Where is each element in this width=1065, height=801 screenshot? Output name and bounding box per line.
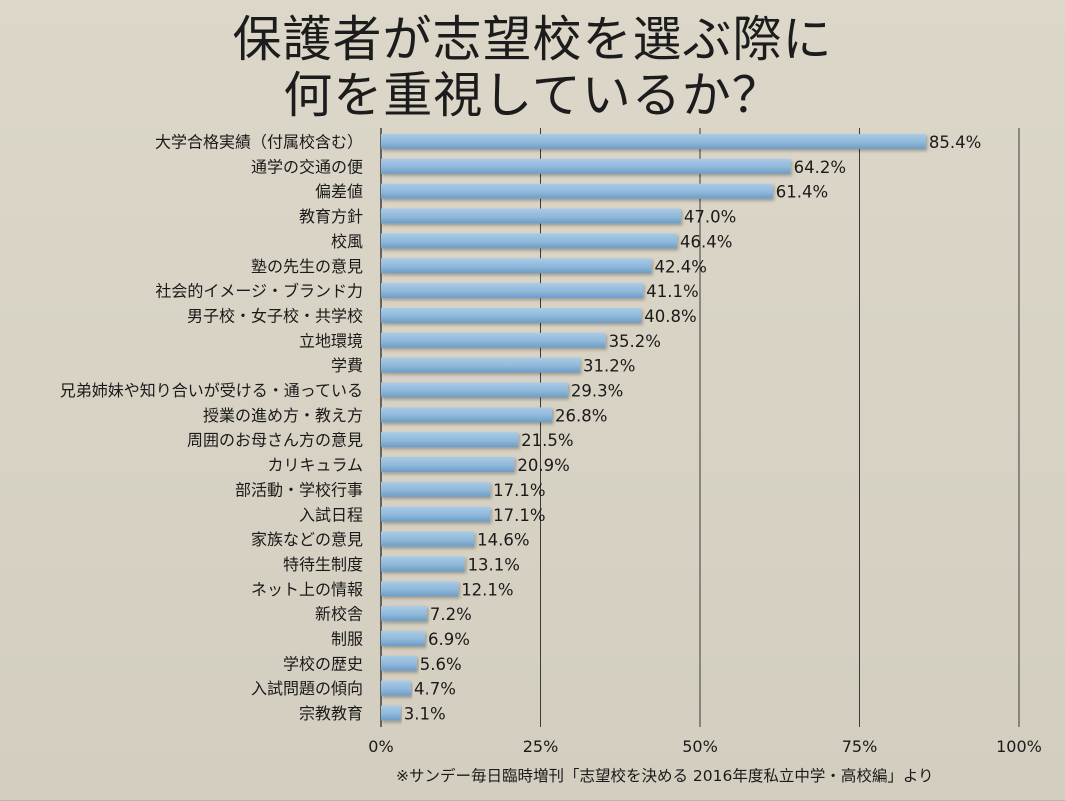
bar-20 bbox=[381, 606, 427, 622]
category-label-6: 塾の先生の意見 bbox=[251, 257, 363, 276]
bar-4 bbox=[381, 208, 681, 224]
category-label-14: カリキュラム bbox=[267, 456, 363, 475]
value-label-6: 42.4% bbox=[655, 257, 707, 276]
value-label-10: 31.2% bbox=[583, 357, 635, 376]
category-label-9: 立地環境 bbox=[299, 331, 363, 350]
value-label-11: 29.3% bbox=[571, 382, 623, 401]
bar-1 bbox=[381, 134, 926, 149]
value-label-24: 3.1% bbox=[404, 705, 446, 724]
value-label-18: 13.1% bbox=[468, 555, 520, 574]
x-tick-label-75: 75% bbox=[842, 737, 878, 756]
category-label-18: 特待生制度 bbox=[283, 555, 363, 574]
value-label-9: 35.2% bbox=[609, 332, 661, 351]
bar-19 bbox=[381, 581, 459, 597]
bar-2 bbox=[381, 158, 791, 174]
value-label-16: 17.1% bbox=[493, 506, 545, 525]
category-label-1: 大学合格実績（付属校含む） bbox=[155, 133, 363, 152]
x-tick-label-0: 0% bbox=[368, 737, 393, 756]
value-label-3: 61.4% bbox=[776, 183, 828, 202]
value-label-8: 40.8% bbox=[644, 307, 696, 326]
source-note: ※サンデー毎日臨時増刊「志望校を決める 2016年度私立中学・高校編」より bbox=[396, 767, 934, 785]
bar-18 bbox=[381, 556, 465, 572]
bar-5 bbox=[381, 233, 678, 249]
bar-6 bbox=[381, 258, 652, 274]
category-label-2: 通学の交通の便 bbox=[251, 157, 363, 176]
bar-3 bbox=[381, 183, 773, 199]
bar-16 bbox=[381, 506, 491, 522]
category-label-5: 校風 bbox=[331, 232, 363, 251]
category-label-15: 部活動・学校行事 bbox=[235, 480, 363, 499]
category-label-20: 新校舎 bbox=[315, 605, 363, 624]
value-label-7: 41.1% bbox=[646, 282, 698, 301]
chart-title-line-1: 保護者が志望校を選ぶ際に bbox=[232, 11, 833, 68]
category-label-11: 兄弟姉妹や知り合いが受ける・通っている bbox=[60, 381, 363, 400]
value-label-2: 64.2% bbox=[794, 158, 846, 177]
bar-11 bbox=[381, 382, 568, 398]
bar-12 bbox=[381, 407, 552, 423]
bar-14 bbox=[381, 457, 515, 473]
value-label-4: 47.0% bbox=[684, 208, 736, 227]
grid-lines bbox=[380, 128, 1020, 727]
bar-23 bbox=[381, 680, 411, 696]
category-label-22: 学校の歴史 bbox=[283, 654, 363, 673]
value-label-12: 26.8% bbox=[555, 406, 607, 425]
bar-9 bbox=[381, 332, 606, 348]
bar-21 bbox=[381, 631, 426, 646]
bar-24 bbox=[381, 705, 401, 721]
value-label-19: 12.1% bbox=[461, 580, 513, 599]
category-label-16: 入試日程 bbox=[299, 505, 363, 524]
category-label-23: 入試問題の傾向 bbox=[251, 679, 363, 698]
category-label-21: 制服 bbox=[331, 630, 363, 649]
category-label-12: 授業の進め方・教え方 bbox=[203, 406, 363, 425]
value-label-21: 6.9% bbox=[428, 630, 470, 649]
category-label-7: 社会的イメージ・ブランド力 bbox=[155, 282, 363, 301]
value-label-23: 4.7% bbox=[414, 680, 456, 699]
value-label-20: 7.2% bbox=[430, 605, 472, 624]
value-label-22: 5.6% bbox=[420, 655, 462, 674]
x-tick-label-50: 50% bbox=[682, 737, 718, 756]
category-labels: 大学合格実績（付属校含む） 通学の交通の便偏差値教育方針校風塾の先生の意見社会的イ… bbox=[60, 133, 363, 724]
category-label-17: 家族などの意見 bbox=[251, 530, 363, 549]
value-label-5: 46.4% bbox=[680, 232, 732, 251]
category-label-3: 偏差値 bbox=[315, 182, 363, 201]
bar-10 bbox=[381, 357, 581, 373]
category-label-19: ネット上の情報 bbox=[251, 580, 363, 599]
bar-17 bbox=[381, 531, 475, 547]
category-label-13: 周囲のお母さん方の意見 bbox=[187, 431, 363, 450]
bars bbox=[381, 134, 926, 721]
bar-13 bbox=[381, 432, 519, 448]
category-label-10: 学費 bbox=[331, 356, 363, 375]
bar-15 bbox=[381, 481, 491, 497]
x-tick-label-25: 25% bbox=[523, 737, 559, 756]
x-axis-ticks: 0% 25% 50% 75% 100% bbox=[368, 737, 1042, 756]
value-label-15: 17.1% bbox=[493, 481, 545, 500]
bar-22 bbox=[381, 655, 417, 671]
bar-7 bbox=[381, 283, 644, 299]
value-label-1: 85.4% bbox=[929, 133, 981, 152]
category-label-24: 宗教教育 bbox=[299, 704, 363, 723]
category-label-8: 男子校・女子校・共学校 bbox=[187, 306, 363, 325]
bar-8 bbox=[381, 307, 642, 323]
category-label-4: 教育方針 bbox=[299, 207, 363, 226]
value-labels: 85.4% 64.2% 61.4% 47.0% 46.4% 42.4% 41.1% 40.8%… bbox=[404, 133, 981, 724]
value-label-13: 21.5% bbox=[521, 431, 573, 450]
x-tick-label-100: 100% bbox=[996, 737, 1042, 756]
value-label-14: 20.9% bbox=[517, 456, 569, 475]
value-label-17: 14.6% bbox=[477, 531, 529, 550]
chart-title-line-2: 何を重視しているか？ bbox=[283, 67, 782, 124]
